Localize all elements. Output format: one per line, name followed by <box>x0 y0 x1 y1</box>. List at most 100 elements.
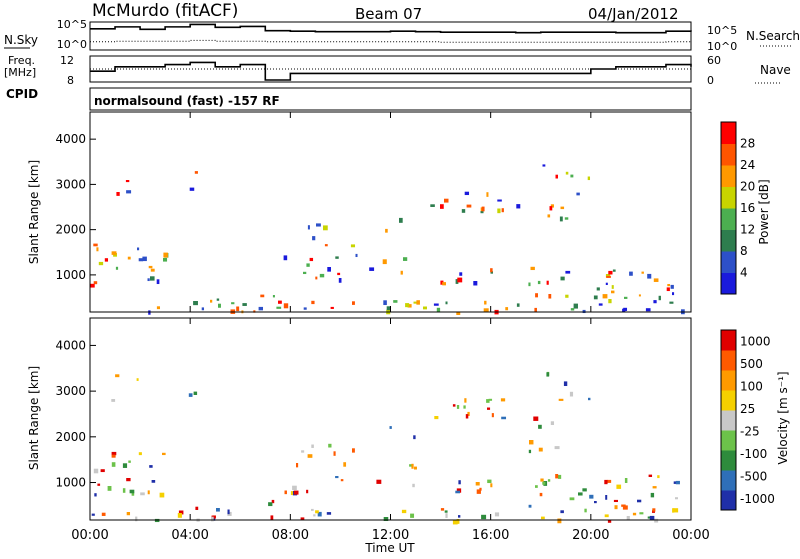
velocity-echo-cell <box>639 512 644 515</box>
power-colorbar-label: Power [dB] <box>757 179 771 244</box>
freq-lines <box>90 61 692 81</box>
velocity-panel-frame <box>89 317 692 521</box>
nave-tick-bottom: 0 <box>707 74 714 87</box>
time-tick-label: 08:00 <box>272 528 309 543</box>
velocity-echo-cell <box>126 512 131 516</box>
velocity-echo-cell <box>555 474 559 479</box>
power-colorbar-swatch <box>721 251 736 273</box>
velocity-echo-cell <box>481 514 487 520</box>
velocity-y-axis: 4000 3000 2000 1000 <box>55 338 96 490</box>
power-echo-cell <box>350 244 356 248</box>
power-echo-cell <box>560 276 565 281</box>
power-echo-cell <box>330 306 334 309</box>
power-echo-cell <box>497 199 502 202</box>
power-colorbar-swatch <box>721 143 736 166</box>
freq-tick-bottom: 8 <box>67 74 74 87</box>
velocity-echo-cell <box>539 492 543 497</box>
power-echo-cell <box>150 268 155 272</box>
velocity-echo-cell <box>488 398 493 401</box>
power-echo-cell <box>559 216 563 222</box>
program-label: normalsound (fast) -157 RF <box>94 94 280 108</box>
velocity-colorbar-swatch <box>721 450 736 471</box>
time-axis: 00:00 04:00 08:00 12:00 16:00 20:00 00:00 <box>71 112 710 543</box>
velocity-colorbar-swatch <box>721 490 736 511</box>
power-echo-cell <box>150 276 155 281</box>
velocity-echo-cell <box>487 479 492 484</box>
power-echo-cell <box>501 208 504 213</box>
power-echo-cell <box>423 306 427 310</box>
power-echo-cell <box>602 294 608 299</box>
power-echo-cell <box>542 164 546 167</box>
velocity-echo-cell <box>578 492 583 496</box>
cpid-panel-frame <box>89 87 692 111</box>
power-echo-cell <box>407 304 412 308</box>
power-echo-cell <box>430 204 435 207</box>
power-echo-cell <box>622 308 626 312</box>
velocity-echo-cell <box>100 469 105 473</box>
velocity-colorbar-tick: 100 <box>740 379 763 393</box>
power-echo-cell <box>608 299 612 304</box>
velocity-echo-cell <box>542 481 546 485</box>
velocity-echo-cell <box>487 407 491 410</box>
power-echo-cell <box>565 294 569 298</box>
power-colorbar-swatch <box>721 272 736 295</box>
power-echo-cell <box>669 301 674 304</box>
velocity-echo-cell <box>622 505 628 510</box>
velocity-echo-cell <box>476 489 481 494</box>
velocity-colorbar-swatch <box>721 430 736 451</box>
power-ytick-label: 4000 <box>55 132 86 146</box>
velocity-colorbar-swatch <box>721 350 736 371</box>
power-echo-cell <box>382 259 387 265</box>
search-noise-line <box>90 39 691 43</box>
velocity-echo-cell <box>135 516 138 522</box>
power-echo-cell <box>156 306 160 310</box>
power-echo-cell <box>163 258 168 262</box>
velocity-echo-cell <box>107 486 112 491</box>
velocity-echo-cell <box>410 513 415 518</box>
velocity-colorbar-swatch <box>721 330 736 351</box>
power-echo-cell <box>645 308 651 312</box>
velocity-echo-cell <box>101 512 106 516</box>
velocity-echo-cell <box>535 485 538 488</box>
power-data-layer <box>90 164 685 315</box>
power-echo-cell <box>555 174 558 179</box>
power-colorbar-swatch <box>721 122 736 144</box>
velocity-colorbar-tick: 1000 <box>740 334 771 348</box>
velocity-colorbar-tick: -1000 <box>740 492 775 506</box>
power-echo-cell <box>530 266 535 271</box>
velocity-echo-cell <box>413 435 416 440</box>
power-colorbar-swatch <box>721 208 736 230</box>
power-echo-cell <box>611 290 615 294</box>
power-echo-cell <box>658 295 661 301</box>
power-echo-cell <box>319 273 325 278</box>
velocity-colorbar: 1000 500 100 25 -25 -100 -500 -1000 <box>720 329 775 511</box>
velocity-echo-cell <box>541 516 545 520</box>
velocity-echo-cell <box>675 480 680 485</box>
power-colorbar-tick: 16 <box>740 201 755 215</box>
velocity-echo-cell <box>126 478 131 482</box>
power-colorbar-frame <box>720 121 737 295</box>
velocity-echo-cell <box>307 454 313 458</box>
power-echo-cell <box>338 278 342 283</box>
power-echo-cell <box>486 192 489 197</box>
noise-left-tick-top: 10^5 <box>57 18 87 31</box>
power-echo-cell <box>565 270 571 274</box>
velocity-y-axis-label: Slant Range [km] <box>27 366 41 470</box>
power-echo-cell <box>253 310 256 313</box>
frequency-line <box>90 61 692 81</box>
velocity-echo-cell <box>554 446 560 450</box>
velocity-echo-cell <box>621 504 626 507</box>
beam-title: Beam 07 <box>355 5 422 23</box>
power-echo-cell <box>96 247 99 252</box>
velocity-echo-cell <box>129 489 135 494</box>
power-echo-cell <box>283 303 289 309</box>
power-echo-cell <box>127 256 131 260</box>
velocity-echo-cell <box>122 488 126 493</box>
velocity-echo-cell <box>647 516 651 519</box>
velocity-colorbar-swatch <box>721 410 736 431</box>
velocity-echo-cell <box>624 478 628 483</box>
freq-label-top: Freq. <box>8 54 35 67</box>
velocity-echo-cell <box>93 468 99 474</box>
power-echo-cell <box>473 281 478 286</box>
power-echo-cell <box>433 303 439 306</box>
